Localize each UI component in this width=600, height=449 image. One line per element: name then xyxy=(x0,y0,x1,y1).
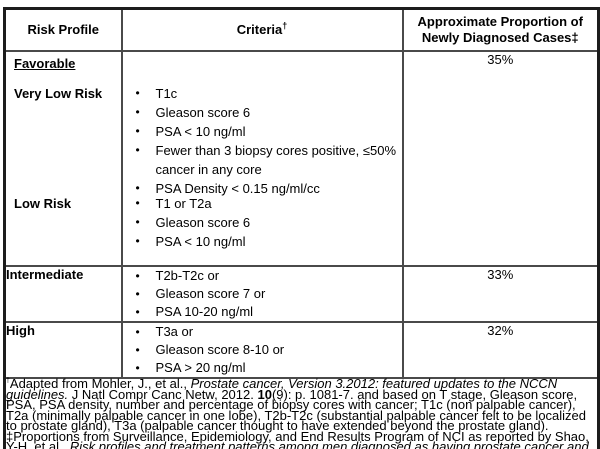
criteria-text: PSA 10-20 ng/ml xyxy=(155,304,254,319)
criteria-text: PSA Density < 0.15 ng/ml/cc xyxy=(155,181,320,196)
high-section-row: High • T3a or • Gleason score 8-10 or • PSA… xyxy=(3,321,600,379)
bullet-icon: • xyxy=(135,181,140,195)
header-proportion-line1: Approximate Proportion of xyxy=(417,14,583,29)
bullet-icon: • xyxy=(135,234,140,248)
low-risk-label: Low Risk xyxy=(14,196,72,211)
bullet-icon: • xyxy=(135,215,140,229)
intermediate-proportion-value: 33% xyxy=(487,267,514,282)
high-proportion-value: 32% xyxy=(487,323,514,338)
criteria-item: • T1c xyxy=(123,84,398,103)
header-proportion-line2: Newly Diagnosed Cases‡ xyxy=(421,30,579,45)
footnote-segment-bold: 10 xyxy=(257,386,272,402)
footnote-segment: J Natl Compr Canc Netw, 2012. xyxy=(68,386,258,402)
high-risk-profile-cell: High xyxy=(3,321,123,379)
bullet-icon: • xyxy=(135,196,140,210)
header-proportion: Approximate Proportion of Newly Diagnose… xyxy=(401,7,600,52)
footnote-segment: (9): p. 1081-7. and based on T stage, Gl… xyxy=(6,386,587,433)
footnote-segment-italic: Risk profiles and treatment patterns amo… xyxy=(69,439,589,449)
criteria-text: PSA > 20 ng/ml xyxy=(155,360,246,375)
criteria-text: T1 or T2a xyxy=(155,196,212,211)
favorable-proportion-cell: 35% xyxy=(401,50,600,267)
very-low-risk-label: Very Low Risk xyxy=(14,86,103,101)
criteria-item: • PSA < 10 ng/ml xyxy=(123,232,398,251)
bullet-icon: • xyxy=(135,287,140,301)
favorable-risk-profile-cell: Favorable Very Low Risk Low Risk xyxy=(3,50,123,267)
criteria-item: • Fewer than 3 biopsy cores positive, ≤50… xyxy=(123,141,398,179)
low-risk-criteria-list: • T1 or T2a • Gleason score 6 • PSA < 10 ng… xyxy=(123,194,398,251)
dagger-symbol: † xyxy=(282,20,288,31)
favorable-criteria-cell: • T1c • Gleason score 6 • PSA < 10 ng/ml • F… xyxy=(120,50,404,267)
header-criteria: Criteria† xyxy=(120,7,404,52)
intermediate-label: Intermediate xyxy=(6,267,84,282)
intermediate-proportion-cell: 33% xyxy=(401,265,600,323)
favorable-section-row: Favorable Very Low Risk Low Risk • T1c • G… xyxy=(3,50,600,267)
footnote-segment-italic: Prostate cancer, Version 3.2012: feature… xyxy=(6,376,558,402)
criteria-item: • Gleason score 8-10 or xyxy=(123,341,402,359)
header-risk-profile: Risk Profile xyxy=(3,7,123,52)
criteria-text: Gleason score 6 xyxy=(155,105,251,120)
intermediate-section-row: Intermediate • T2b-T2c or • Gleason score … xyxy=(3,265,600,323)
very-low-risk-criteria-list: • T1c • Gleason score 6 • PSA < 10 ng/ml • F… xyxy=(123,84,398,198)
criteria-item: • T1 or T2a xyxy=(123,194,398,213)
criteria-item: • T2b-T2c or xyxy=(123,267,402,285)
risk-profile-table: Risk Profile Criteria† Approximate Propo… xyxy=(3,7,600,449)
favorable-proportion-value: 35% xyxy=(487,52,514,67)
table-header-row: Risk Profile Criteria† Approximate Propo… xyxy=(3,7,600,52)
criteria-item: • PSA > 20 ng/ml xyxy=(123,359,402,377)
header-criteria-label: Criteria xyxy=(236,22,283,37)
bullet-icon: • xyxy=(135,361,140,375)
criteria-text: Gleason score 8-10 or xyxy=(155,342,285,357)
bullet-icon: • xyxy=(135,343,140,357)
high-proportion-cell: 32% xyxy=(401,321,600,379)
criteria-item: • Gleason score 7 or xyxy=(123,285,402,303)
criteria-item: • PSA < 10 ng/ml xyxy=(123,122,398,141)
high-label: High xyxy=(6,323,35,338)
footnote-adapted: †Adapted from Mohler, J., et al., Prosta… xyxy=(6,376,597,433)
criteria-text: PSA < 10 ng/ml xyxy=(155,124,246,139)
criteria-item: • PSA Density < 0.15 ng/ml/cc xyxy=(123,179,398,198)
criteria-text: T3a or xyxy=(155,324,194,339)
criteria-item: • Gleason score 6 xyxy=(123,103,398,122)
bullet-icon: • xyxy=(135,269,140,283)
bullet-icon: • xyxy=(135,124,140,138)
criteria-text: T1c xyxy=(155,86,178,101)
high-criteria-cell: • T3a or • Gleason score 8-10 or • PSA > 20… xyxy=(120,321,404,379)
criteria-item: • T3a or xyxy=(123,323,402,341)
criteria-text: Gleason score 7 or xyxy=(155,286,266,301)
criteria-text: T2b-T2c or xyxy=(155,268,220,283)
footnote-row: †Adapted from Mohler, J., et al., Prosta… xyxy=(3,376,600,449)
favorable-section-label: Favorable xyxy=(14,56,76,71)
footnote-proportions: ‡Proportions from Surveillance, Epidemio… xyxy=(6,428,597,449)
criteria-item: • Gleason score 6 xyxy=(123,213,398,232)
criteria-text: Fewer than 3 biopsy cores positive, ≤50%… xyxy=(155,143,397,177)
bullet-icon: • xyxy=(135,143,140,157)
intermediate-risk-profile-cell: Intermediate xyxy=(3,265,123,323)
footnote-segment: ‡Proportions from Surveillance, Epidemio… xyxy=(6,428,589,449)
footnote-segment: Adapted from Mohler, J., et al., xyxy=(9,376,191,391)
intermediate-criteria-cell: • T2b-T2c or • Gleason score 7 or • PSA 10-… xyxy=(120,265,404,323)
dagger-symbol: † xyxy=(6,377,10,385)
criteria-text: Gleason score 6 xyxy=(155,215,251,230)
bullet-icon: • xyxy=(135,325,140,339)
footnote-cell: †Adapted from Mohler, J., et al., Prosta… xyxy=(3,376,600,449)
header-risk-profile-label: Risk Profile xyxy=(27,22,100,37)
criteria-item: • PSA 10-20 ng/ml xyxy=(123,303,402,321)
bullet-icon: • xyxy=(135,105,140,119)
criteria-text: PSA < 10 ng/ml xyxy=(155,234,246,249)
bullet-icon: • xyxy=(135,86,140,100)
bullet-icon: • xyxy=(135,305,140,319)
